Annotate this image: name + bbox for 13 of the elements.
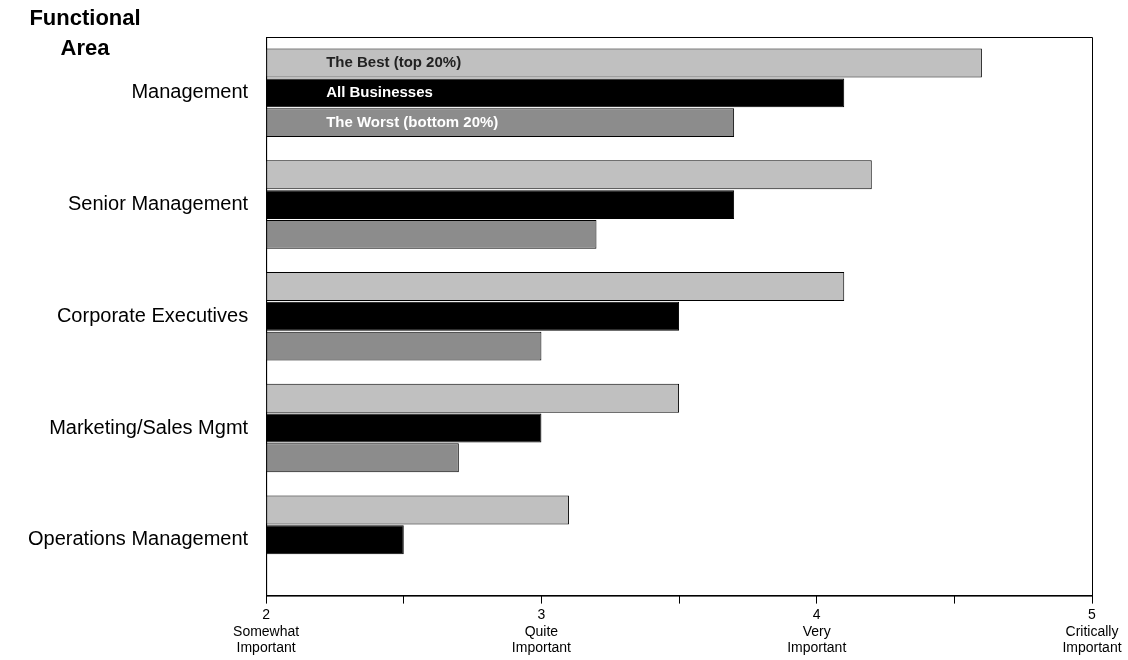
series-label: The Worst (bottom 20%) [326, 112, 499, 130]
series-label: The Best (top 20%) [326, 53, 462, 71]
x-tick-label: 2 Somewhat Important [233, 605, 300, 656]
y-tick-label: Marketing/Sales Mgmt [49, 415, 249, 438]
x-tick-label: 3 Quite Important [511, 605, 572, 656]
series-label: All Businesses [326, 83, 433, 100]
y-tick-label: Corporate Executives [56, 303, 249, 326]
y-tick-label: Senior Management [68, 192, 249, 215]
x-tick-label: 5 Critically Important [1062, 605, 1122, 656]
y-tick-label: Operations Management [27, 527, 249, 550]
y-axis-title: Functional Area [29, 5, 141, 61]
y-tick-label: Management [131, 80, 249, 103]
x-tick-label: 4 Very Important [787, 605, 847, 656]
